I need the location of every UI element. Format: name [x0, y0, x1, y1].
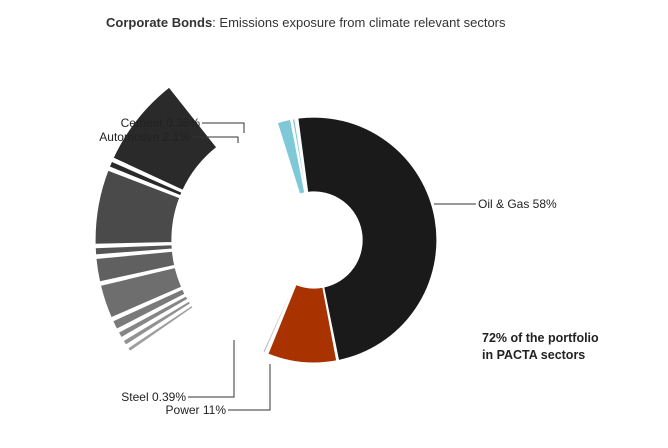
slice-other-sector-6: [99, 266, 183, 319]
cement-label: Cement 0.36%: [121, 116, 201, 130]
slice-steel-0-39: [262, 283, 296, 354]
slice-oil-gas-58: [297, 116, 438, 362]
cement-leader-line: [202, 122, 245, 133]
slice-other-sector-7: [111, 288, 186, 330]
steel-leader-line: [188, 340, 235, 398]
slice-automotive-2-1: [276, 118, 306, 195]
steel-label: Steel 0.39%: [121, 390, 186, 404]
chart-title-rest: : Emissions exposure from climate releva…: [212, 15, 506, 30]
oil-gas-label: Oil & Gas 58%: [478, 197, 557, 211]
pacta-sector-slices: [262, 116, 438, 364]
other-sector-slices: [94, 86, 218, 353]
slice-other-sector-3: [94, 169, 181, 245]
slice-power-11: [267, 283, 338, 364]
power-leader-line: [228, 364, 271, 411]
automotive-leader-line: [192, 136, 239, 143]
power-label: Power 11%: [166, 403, 227, 417]
portfolio-note-line-2: in PACTA sectors: [482, 348, 585, 362]
automotive-label: Automotive 2.1%: [99, 130, 190, 144]
chart-title: Corporate Bonds: Emissions exposure from…: [106, 15, 506, 30]
slice-other-sector-1: [112, 86, 218, 192]
slice-other-sector-8: [117, 295, 189, 339]
slice-other-sector-10: [127, 304, 194, 353]
slice-cement-0-36: [291, 117, 308, 194]
slice-other-sector-4: [94, 244, 173, 256]
slice-other-sector-9: [122, 300, 192, 346]
portfolio-note-line-1: 72% of the portfolio: [482, 331, 599, 345]
chart-title-bold: Corporate Bonds: [106, 15, 212, 30]
slice-other-sector-2: [108, 160, 183, 197]
slice-other-sector-5: [95, 250, 176, 283]
